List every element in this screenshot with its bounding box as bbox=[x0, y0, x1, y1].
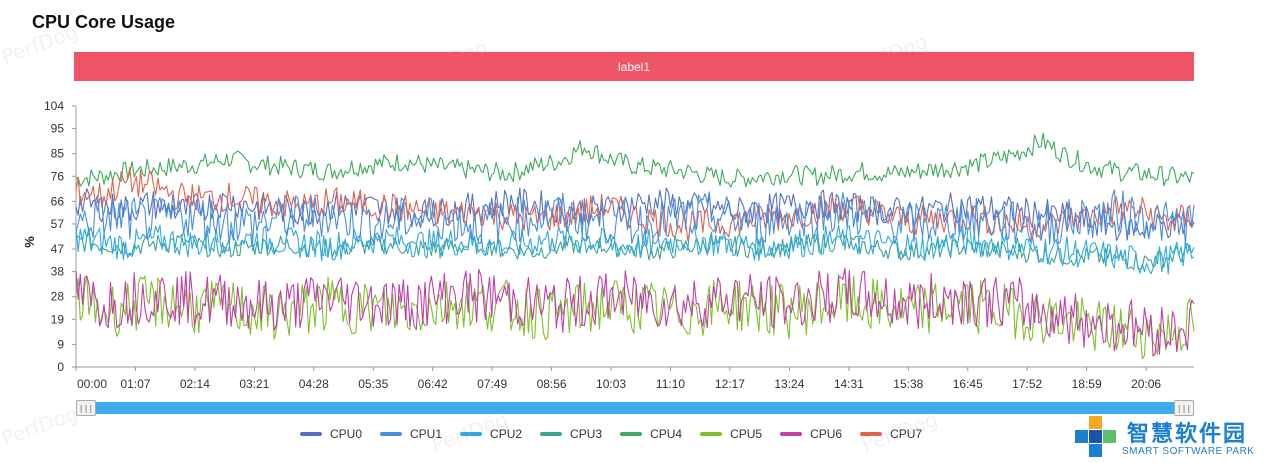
y-tick-label: 28 bbox=[51, 290, 65, 304]
label-bar: label1 bbox=[74, 52, 1194, 81]
chart-legend: CPU0 CPU1 CPU2 CPU3 CPU4 CPU5 CPU6 CPU7 bbox=[300, 427, 940, 441]
legend-label: CPU3 bbox=[570, 427, 603, 441]
legend-item-cpu4[interactable]: CPU4 bbox=[620, 427, 682, 441]
series-line-cpu2 bbox=[75, 221, 1195, 275]
x-tick-label: 04:28 bbox=[299, 377, 329, 391]
y-tick-label: 104 bbox=[44, 99, 64, 113]
x-tick-label: 12:17 bbox=[715, 377, 745, 391]
legend-item-cpu3[interactable]: CPU3 bbox=[540, 427, 602, 441]
legend-item-cpu0[interactable]: CPU0 bbox=[300, 427, 362, 441]
y-tick-label: 0 bbox=[57, 360, 64, 374]
legend-swatch bbox=[780, 432, 803, 436]
legend-swatch bbox=[460, 432, 483, 436]
series-line-cpu6 bbox=[75, 267, 1195, 357]
brand-name-cn: 智慧软件园 bbox=[1127, 422, 1248, 447]
legend-item-cpu5[interactable]: CPU5 bbox=[700, 427, 762, 441]
x-tick-label: 06:42 bbox=[418, 377, 448, 391]
legend-item-cpu1[interactable]: CPU1 bbox=[380, 427, 442, 441]
legend-swatch bbox=[540, 432, 563, 436]
y-axis-title: % bbox=[22, 236, 37, 248]
legend-swatch bbox=[380, 432, 403, 436]
brand-logo-block: 智慧软件园 SMART SOFTWARE PARK bbox=[1073, 413, 1269, 463]
x-tick-label: 16:45 bbox=[953, 377, 983, 391]
legend-label: CPU0 bbox=[330, 427, 363, 441]
x-tick-label: 10:03 bbox=[596, 377, 626, 391]
y-tick-label: 47 bbox=[51, 242, 65, 256]
label-bar-text: label1 bbox=[617, 59, 651, 74]
legend-label: CPU2 bbox=[490, 427, 523, 441]
y-tick-label: 66 bbox=[51, 194, 65, 208]
series-line-cpu0 bbox=[75, 187, 1195, 241]
x-tick-label: 14:31 bbox=[834, 377, 864, 391]
x-tick-label: 18:59 bbox=[1072, 377, 1102, 391]
x-tick-label: 05:35 bbox=[358, 377, 388, 391]
legend-swatch bbox=[700, 432, 723, 436]
slider-track[interactable] bbox=[86, 402, 1184, 414]
legend-item-cpu2[interactable]: CPU2 bbox=[460, 427, 522, 441]
series-line-cpu4 bbox=[75, 132, 1195, 188]
slider-right-handle[interactable]: ||| bbox=[1174, 400, 1194, 416]
legend-label: CPU5 bbox=[730, 427, 763, 441]
series-line-cpu3 bbox=[75, 232, 1195, 271]
y-tick-label: 38 bbox=[51, 265, 65, 279]
legend-label: CPU7 bbox=[890, 427, 923, 441]
brand-logo-icon bbox=[1075, 416, 1116, 457]
legend-label: CPU4 bbox=[650, 427, 683, 441]
time-range-slider[interactable]: ||| ||| bbox=[76, 400, 1194, 416]
x-tick-label: 07:49 bbox=[477, 377, 507, 391]
slider-left-handle[interactable]: ||| bbox=[76, 400, 96, 416]
y-tick-label: 95 bbox=[51, 122, 65, 136]
x-tick-label: 00:00 bbox=[77, 377, 107, 391]
series-line-cpu5 bbox=[75, 273, 1195, 360]
series-line-cpu7 bbox=[75, 166, 1195, 242]
legend-label: CPU1 bbox=[410, 427, 443, 441]
y-tick-label: 57 bbox=[51, 217, 65, 231]
x-tick-label: 11:10 bbox=[656, 377, 685, 391]
y-tick-label: 9 bbox=[57, 337, 64, 351]
x-tick-label: 17:52 bbox=[1012, 377, 1042, 391]
x-tick-label: 02:14 bbox=[180, 377, 210, 391]
legend-swatch bbox=[860, 432, 883, 436]
left-grip-icon: ||| bbox=[78, 403, 94, 413]
x-tick-label: 13:24 bbox=[774, 377, 804, 391]
legend-label: CPU6 bbox=[810, 427, 843, 441]
brand-name-en: SMART SOFTWARE PARK bbox=[1122, 446, 1255, 457]
legend-item-cpu7[interactable]: CPU7 bbox=[860, 427, 922, 441]
y-tick-label: 19 bbox=[51, 312, 65, 326]
x-tick-label: 08:56 bbox=[537, 377, 567, 391]
x-tick-label: 01:07 bbox=[120, 377, 150, 391]
series-line-cpu1 bbox=[75, 189, 1195, 246]
right-grip-icon: ||| bbox=[1176, 403, 1192, 413]
legend-swatch bbox=[620, 432, 643, 436]
x-tick-label: 20:06 bbox=[1131, 377, 1161, 391]
legend-swatch bbox=[300, 432, 322, 436]
x-tick-label: 15:38 bbox=[893, 377, 923, 391]
y-tick-label: 76 bbox=[51, 169, 65, 183]
chart-title: CPU Core Usage bbox=[32, 12, 176, 32]
y-tick-label: 85 bbox=[51, 147, 65, 161]
x-tick-label: 03:21 bbox=[239, 377, 269, 391]
legend-item-cpu6[interactable]: CPU6 bbox=[780, 427, 842, 441]
